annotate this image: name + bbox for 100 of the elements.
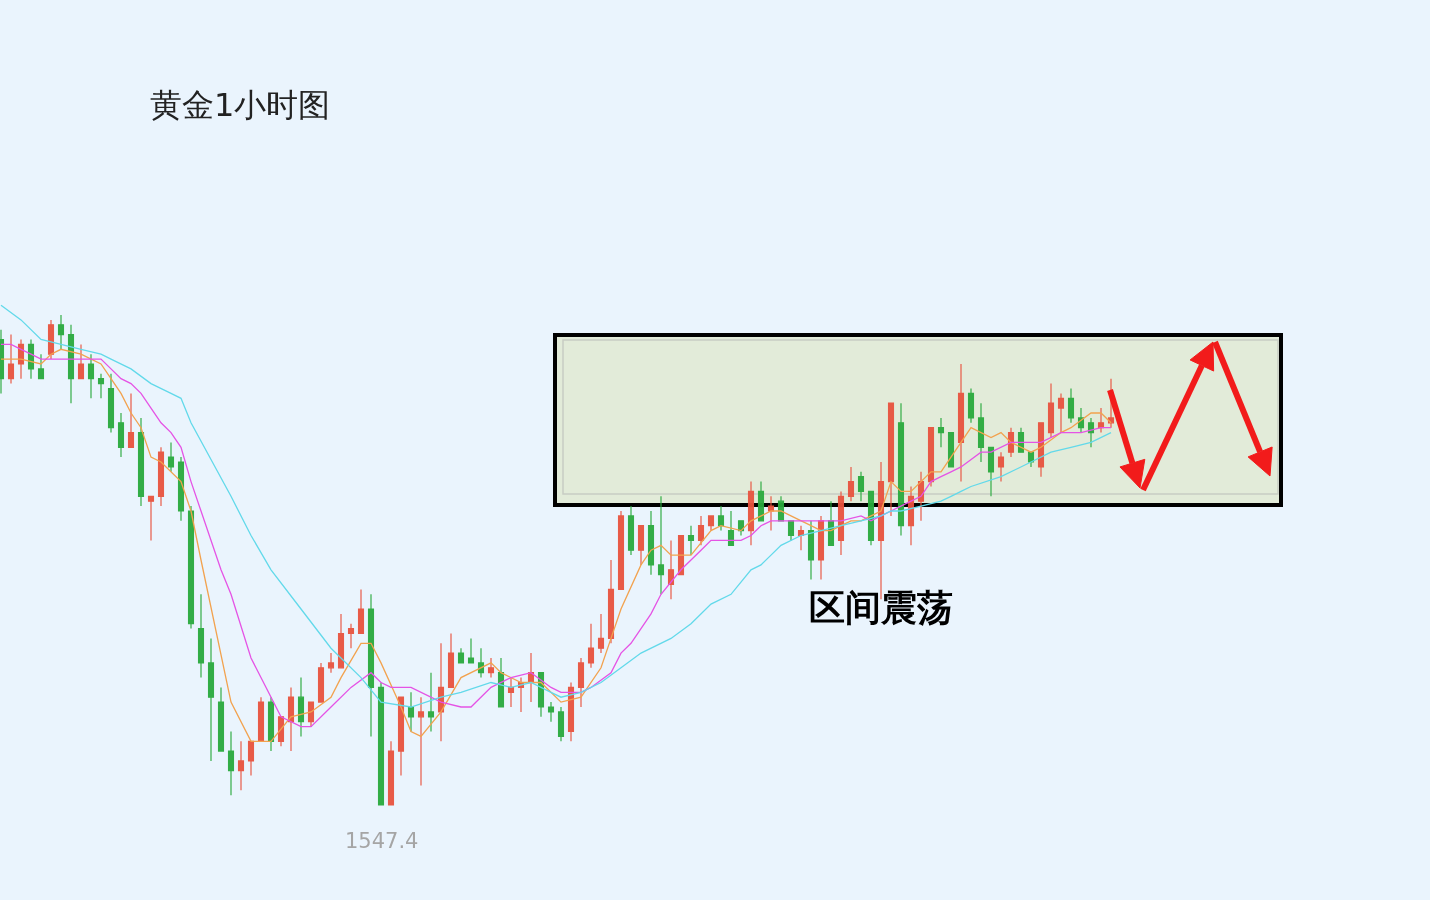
- candlestick: [397, 696, 405, 777]
- candlestick: [107, 373, 115, 434]
- candlestick: [957, 363, 965, 483]
- candlestick: [137, 417, 145, 507]
- candlestick: [197, 593, 205, 679]
- candlestick: [647, 510, 655, 576]
- candlestick: [337, 613, 345, 669]
- candlestick: [487, 657, 495, 679]
- candlestick: [217, 686, 225, 752]
- candlestick: [967, 387, 975, 424]
- candlestick: [1047, 383, 1055, 439]
- candlestick: [897, 402, 905, 537]
- candlestick: [47, 319, 55, 360]
- candlestick: [177, 456, 185, 522]
- candlestick: [187, 505, 195, 630]
- candlestick: [1057, 392, 1065, 434]
- candlestick: [697, 515, 705, 546]
- candlestick: [717, 505, 725, 532]
- candlestick: [827, 500, 835, 546]
- candlestick: [457, 647, 465, 664]
- candlestick: [247, 740, 255, 777]
- candlestick: [657, 495, 665, 595]
- candlestick: [807, 520, 815, 581]
- candlestick: [917, 471, 925, 522]
- candlestick: [207, 637, 215, 762]
- candlestick: [617, 510, 625, 590]
- candlestick: [867, 490, 875, 546]
- candlestick: [707, 515, 715, 532]
- candlestick: [747, 481, 755, 546]
- candlestick: [527, 652, 535, 703]
- candlestick: [327, 652, 335, 674]
- candlestick: [447, 632, 455, 688]
- candlestick: [477, 647, 485, 679]
- candlestick: [147, 495, 155, 541]
- candlestick: [157, 446, 165, 507]
- candlestick: [837, 490, 845, 556]
- candlestick: [367, 593, 375, 737]
- candlestick: [587, 623, 595, 669]
- candlestick: [757, 481, 765, 522]
- candlestick: [297, 677, 305, 737]
- candlestick: [257, 696, 265, 742]
- candlestick: [907, 485, 915, 546]
- candlestick: [87, 353, 95, 399]
- candlestick: [7, 334, 15, 385]
- candlestick: [597, 613, 605, 654]
- candlestick: [577, 657, 585, 708]
- candlestick: [607, 559, 615, 644]
- candlestick: [977, 402, 985, 463]
- candlestick: [227, 730, 235, 796]
- candlestick: [77, 343, 85, 380]
- annotation: 1547.4: [345, 829, 419, 853]
- candlestick: [427, 672, 435, 733]
- candlestick: [987, 446, 995, 497]
- candlestick: [997, 451, 1005, 483]
- candlestick: [507, 677, 515, 708]
- candlestick: [377, 681, 385, 806]
- candlestick: [1027, 451, 1035, 468]
- candlestick: [857, 471, 865, 502]
- candlestick: [817, 515, 825, 581]
- candlestick: [417, 696, 425, 786]
- candlestick: [567, 681, 575, 742]
- candlestick: [687, 525, 695, 556]
- candlestick: [317, 662, 325, 703]
- candlestick: [237, 740, 245, 791]
- candlestick: [627, 505, 635, 556]
- candlestick: [437, 642, 445, 742]
- candlestick: [927, 427, 935, 488]
- candlestick: [267, 696, 275, 752]
- candlestick: [1087, 417, 1095, 448]
- candlestick: [407, 691, 415, 733]
- candlestick: [1007, 427, 1015, 458]
- candlestick: [57, 314, 65, 350]
- candlestick: [727, 510, 735, 546]
- candlestick: [667, 539, 675, 600]
- candlestick: [467, 637, 475, 664]
- candlestick: [307, 701, 315, 728]
- candlestick: [347, 623, 355, 649]
- candlestick: [1067, 387, 1075, 424]
- candlestick: [637, 525, 645, 566]
- candlestick: [357, 588, 365, 635]
- candlestick: [947, 432, 955, 468]
- candlestick: [767, 495, 775, 532]
- candlestick: [117, 412, 125, 458]
- candlestick: [557, 706, 565, 742]
- candlestick: [1097, 407, 1105, 434]
- candlestick: [27, 338, 35, 380]
- annotation: 区间震荡: [809, 587, 953, 628]
- candlestick: [937, 417, 945, 448]
- candlestick: [127, 392, 135, 448]
- chart-title: 黄金1小时图: [150, 86, 331, 125]
- candlestick: [167, 441, 175, 473]
- candlestick: [97, 373, 105, 399]
- candlestick: [37, 353, 45, 380]
- candlestick: [887, 402, 895, 517]
- candlestick: [847, 466, 855, 502]
- candlestick: [1037, 422, 1045, 478]
- candlestick: [787, 520, 795, 541]
- candlestick: [547, 701, 555, 723]
- candlestick: [387, 740, 395, 806]
- candlestick: [287, 686, 295, 752]
